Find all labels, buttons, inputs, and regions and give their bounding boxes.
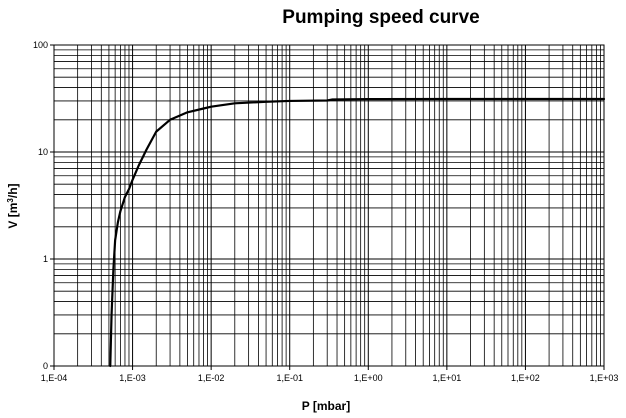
y-axis-label: V [m3/h]	[6, 183, 20, 228]
x-tick-label: 1,E-01	[276, 373, 303, 383]
y-axis-label-tail: /h]	[6, 183, 20, 198]
minor-gridlines	[54, 45, 604, 366]
x-tick-label: 1,E+00	[354, 373, 383, 383]
x-tick-labels: 1,E-04 1,E-03 1,E-02 1,E-01 1,E+00 1,E+01 1,E+…	[41, 373, 619, 383]
x-tick-label: 1,E+02	[511, 373, 540, 383]
y-tick-label: 100	[33, 40, 48, 50]
x-tick-label: 1,E-04	[41, 373, 68, 383]
y-tick-label: 0	[43, 361, 48, 371]
y-tick-label: 10	[38, 147, 48, 157]
plot-area-frame	[53, 44, 605, 367]
x-axis-label: P [mbar]	[302, 399, 350, 413]
x-tick-label: 1,E+01	[432, 373, 461, 383]
x-tick-label: 1,E+03	[590, 373, 619, 383]
x-tick-label: 1,E-02	[198, 373, 225, 383]
x-tick-label: 1,E-03	[119, 373, 146, 383]
y-tick-labels: 0 1 10 100	[33, 40, 48, 371]
chart-title: Pumping speed curve	[282, 7, 479, 28]
y-axis-label-main: V [m	[6, 203, 20, 229]
y-axis-label-superscript: 3	[6, 198, 15, 203]
y-tick-label: 1	[43, 254, 48, 264]
pumping-speed-series-line	[109, 97, 606, 368]
